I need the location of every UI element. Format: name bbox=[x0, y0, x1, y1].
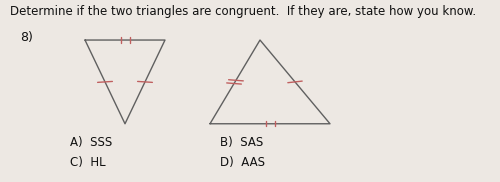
Text: Determine if the two triangles are congruent.  If they are, state how you know.: Determine if the two triangles are congr… bbox=[10, 5, 476, 18]
Text: C)  HL: C) HL bbox=[70, 156, 106, 169]
Text: 8): 8) bbox=[20, 31, 33, 44]
Text: B)  SAS: B) SAS bbox=[220, 136, 263, 149]
Text: D)  AAS: D) AAS bbox=[220, 156, 265, 169]
Text: A)  SSS: A) SSS bbox=[70, 136, 112, 149]
